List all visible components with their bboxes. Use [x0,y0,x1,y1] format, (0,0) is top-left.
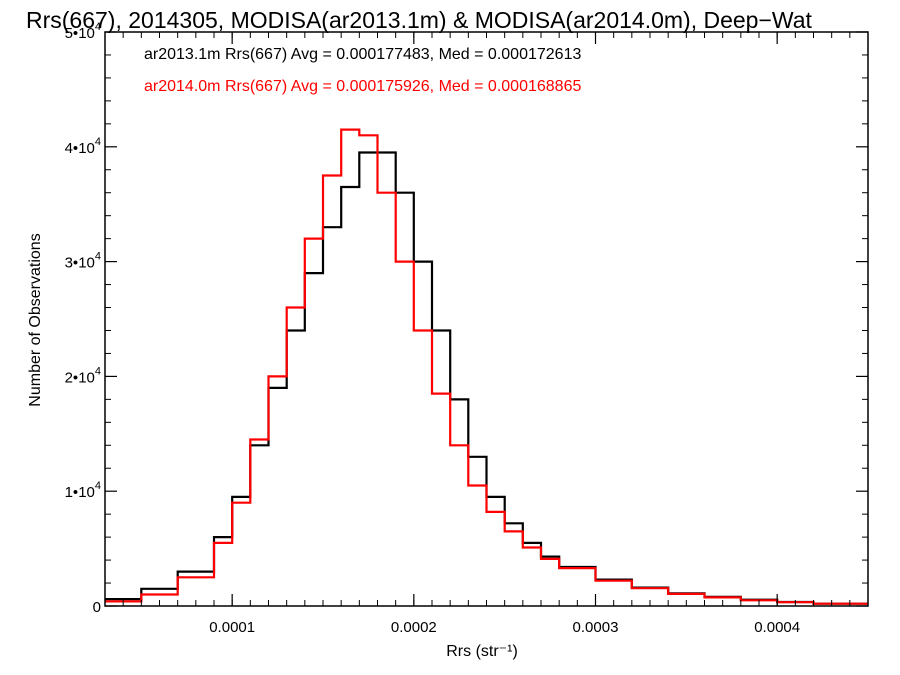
y-tick-label: 5•104 [65,21,101,42]
x-axis-label: Rrs (str⁻¹) [446,643,518,660]
y-axis: 0 1•104 2•104 3•104 4•104 5•104 [65,21,868,616]
series-line-2 [105,128,868,605]
y-tick-label: 3•104 [65,251,101,272]
legend: ar2013.1m Rrs(667) Avg = 0.000177483, Me… [144,46,581,95]
series-line-1 [105,151,868,605]
chart-title: Rrs(667), 2014305, MODISA(ar2013.1m) & M… [26,7,813,33]
y-tick-label: 4•104 [65,136,101,157]
legend-entry-1: ar2013.1m Rrs(667) Avg = 0.000177483, Me… [144,46,581,63]
x-tick-label: 0.0001 [209,619,255,636]
legend-entry-2: ar2014.0m Rrs(667) Avg = 0.000175926, Me… [144,78,581,95]
x-axis: 0.0001 0.0002 0.0003 0.0004 [122,32,869,636]
y-tick-label: 1•104 [65,480,101,501]
plot-lines [105,128,868,605]
y-tick-label: 0 [93,599,101,616]
y-tick-label: 2•104 [65,365,101,386]
x-tick-label: 0.0004 [754,619,800,636]
y-axis-label: Number of Observations [27,233,44,406]
plot-frame [104,31,869,607]
x-tick-label: 0.0002 [391,619,437,636]
x-tick-label: 0.0003 [573,619,619,636]
